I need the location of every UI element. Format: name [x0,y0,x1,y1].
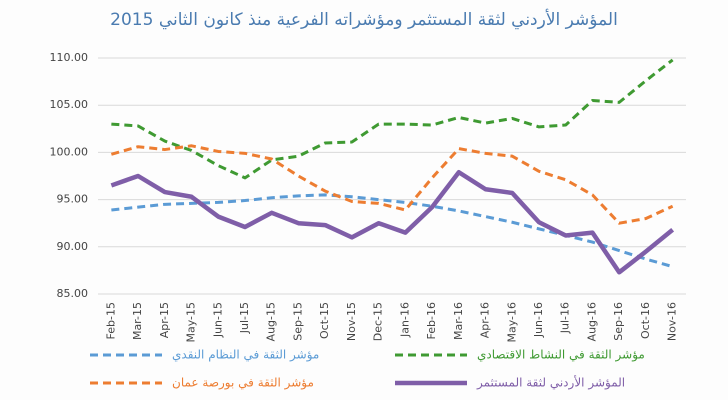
y-tick-label: 100.00 [50,145,89,158]
legend-label: مؤشر الثقة في النظام النقدي [172,348,319,363]
x-tick-label: Jul-15 [238,302,251,334]
x-tick-label: Jul-16 [559,302,572,334]
x-tick-label: Sep-16 [612,302,625,341]
x-tick-label: Apr-15 [158,302,171,338]
x-tick-label: Jan-16 [398,302,411,338]
y-tick-label: 95.00 [57,193,89,206]
x-tick-label: Jun-16 [532,302,545,338]
x-tick-label: Dec-15 [372,302,385,341]
x-tick-label: Sep-15 [291,302,304,341]
x-tick-label: Oct-16 [639,302,652,339]
x-tick-label: Mar-15 [131,302,144,340]
y-tick-label: 110.00 [50,51,89,64]
x-tick-label: Feb-15 [104,302,117,339]
x-tick-label: Mar-16 [452,302,465,340]
x-tick-label: May-15 [185,302,198,343]
y-tick-label: 90.00 [57,240,89,253]
legend-label: المؤشر الأردني لثقة المستثمر [476,375,625,391]
x-tick-label: Oct-15 [318,302,331,339]
x-tick-label: Jun-15 [211,302,224,338]
x-tick-label: Nov-16 [666,302,679,341]
series-line [110,144,674,225]
series-line [111,193,674,269]
x-tick-label: Aug-15 [265,302,278,341]
x-tick-label: Nov-15 [345,302,358,341]
chart-title: المؤشر الأردني لثقة المستثمر ومؤشراته ال… [110,9,618,30]
legend-label: مؤشر الثقة في بورصة عمان [172,376,314,391]
x-tick-label: Aug-16 [585,302,598,341]
y-tick-label: 85.00 [57,287,89,300]
legend-label: مؤشر الثقة في النشاط الاقتصادي [477,348,645,363]
x-tick-label: May-16 [505,302,518,343]
series-line [110,169,675,275]
y-tick-label: 105.00 [50,98,89,111]
x-tick-label: Feb-16 [425,302,438,339]
x-tick-label: Apr-16 [479,302,492,338]
